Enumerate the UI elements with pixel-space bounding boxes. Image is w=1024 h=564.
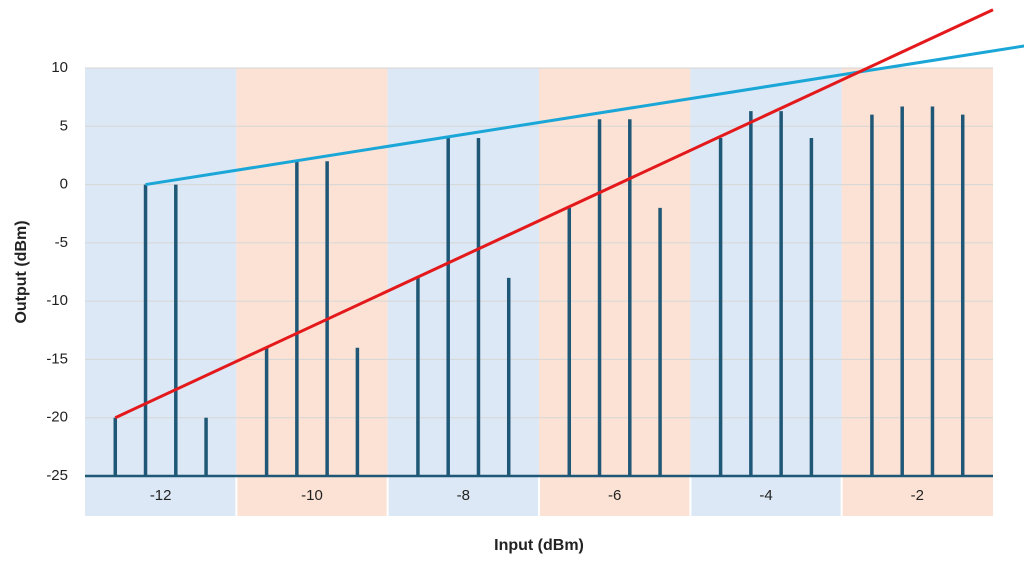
x-axis-label: Input (dBm) — [494, 537, 584, 554]
y-axis-label: Output (dBm) — [13, 220, 30, 323]
y-tick-label: -15 — [46, 350, 68, 367]
y-tick-label: -20 — [46, 409, 68, 426]
band — [539, 68, 691, 516]
y-tick-label: -25 — [46, 467, 68, 484]
y-tick-label: -5 — [55, 234, 68, 251]
band — [85, 68, 237, 516]
x-tick-label: -10 — [301, 487, 323, 504]
x-tick-label: -6 — [608, 487, 621, 504]
line — [114, 8, 994, 420]
x-tick-label: -12 — [150, 487, 172, 504]
y-tick-label: 10 — [51, 59, 68, 76]
band — [841, 68, 993, 516]
band — [236, 68, 388, 516]
y-tick-label: -10 — [46, 292, 68, 309]
y-tick-label: 0 — [60, 176, 68, 193]
y-tick-label: 5 — [60, 117, 68, 134]
line — [145, 44, 1024, 187]
x-tick-label: -2 — [911, 487, 924, 504]
x-tick-label: -4 — [759, 487, 772, 504]
x-tick-label: -8 — [457, 487, 470, 504]
band — [690, 68, 842, 516]
